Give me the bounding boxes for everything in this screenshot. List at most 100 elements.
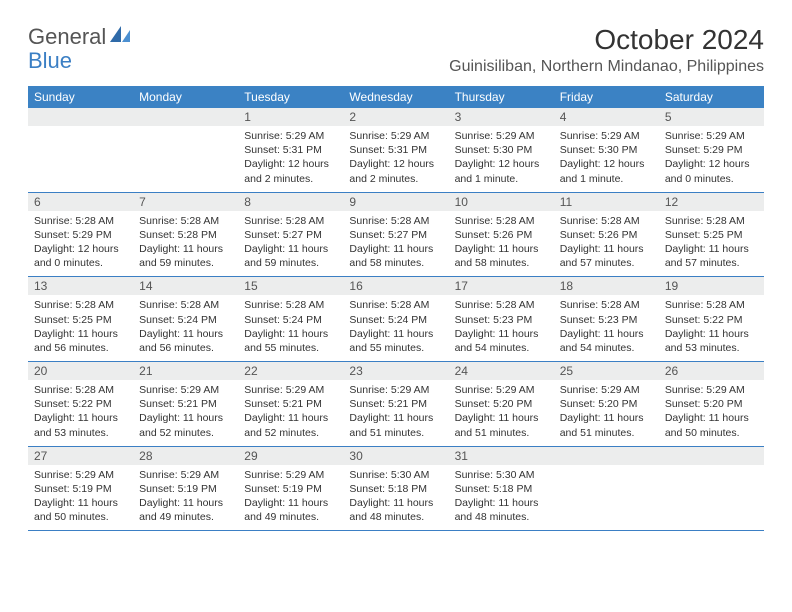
calendar-cell: 12Sunrise: 5:28 AMSunset: 5:25 PMDayligh… (659, 192, 764, 277)
sunset-text: Sunset: 5:30 PM (455, 143, 548, 157)
calendar-week: 20Sunrise: 5:28 AMSunset: 5:22 PMDayligh… (28, 362, 764, 447)
daylight-text: Daylight: 12 hours and 0 minutes. (34, 242, 127, 270)
daylight-text: Daylight: 11 hours and 51 minutes. (455, 411, 548, 439)
day-data: Sunrise: 5:29 AMSunset: 5:20 PMDaylight:… (554, 380, 659, 446)
day-number: 14 (133, 277, 238, 295)
daylight-text: Daylight: 12 hours and 2 minutes. (349, 157, 442, 185)
day-number (28, 108, 133, 126)
calendar-cell: 19Sunrise: 5:28 AMSunset: 5:22 PMDayligh… (659, 277, 764, 362)
day-data: Sunrise: 5:29 AMSunset: 5:31 PMDaylight:… (238, 126, 343, 192)
day-number: 8 (238, 193, 343, 211)
sunset-text: Sunset: 5:20 PM (560, 397, 653, 411)
day-data: Sunrise: 5:29 AMSunset: 5:19 PMDaylight:… (133, 465, 238, 531)
day-data: Sunrise: 5:29 AMSunset: 5:20 PMDaylight:… (449, 380, 554, 446)
day-number: 1 (238, 108, 343, 126)
calendar-cell: 29Sunrise: 5:29 AMSunset: 5:19 PMDayligh… (238, 446, 343, 531)
sunrise-text: Sunrise: 5:29 AM (349, 383, 442, 397)
calendar-cell: 17Sunrise: 5:28 AMSunset: 5:23 PMDayligh… (449, 277, 554, 362)
calendar-week: 6Sunrise: 5:28 AMSunset: 5:29 PMDaylight… (28, 192, 764, 277)
sunset-text: Sunset: 5:22 PM (665, 313, 758, 327)
sunrise-text: Sunrise: 5:29 AM (244, 468, 337, 482)
day-number (659, 447, 764, 465)
sunrise-text: Sunrise: 5:28 AM (34, 383, 127, 397)
calendar-body: 1Sunrise: 5:29 AMSunset: 5:31 PMDaylight… (28, 108, 764, 531)
sunset-text: Sunset: 5:25 PM (665, 228, 758, 242)
calendar-cell: 16Sunrise: 5:28 AMSunset: 5:24 PMDayligh… (343, 277, 448, 362)
day-number: 22 (238, 362, 343, 380)
daylight-text: Daylight: 11 hours and 57 minutes. (560, 242, 653, 270)
day-number: 13 (28, 277, 133, 295)
day-number: 15 (238, 277, 343, 295)
day-header-row: Sunday Monday Tuesday Wednesday Thursday… (28, 86, 764, 108)
day-data: Sunrise: 5:29 AMSunset: 5:21 PMDaylight:… (343, 380, 448, 446)
sunset-text: Sunset: 5:23 PM (455, 313, 548, 327)
day-data (659, 465, 764, 523)
calendar-cell: 13 Sunrise: 5:28 AMSunset: 5:25 PMDayligh… (28, 277, 133, 362)
day-header-tuesday: Tuesday (238, 86, 343, 108)
sunset-text: Sunset: 5:21 PM (244, 397, 337, 411)
daylight-text: Daylight: 11 hours and 59 minutes. (139, 242, 232, 270)
calendar-cell: 11Sunrise: 5:28 AMSunset: 5:26 PMDayligh… (554, 192, 659, 277)
calendar-week: 27Sunrise: 5:29 AMSunset: 5:19 PMDayligh… (28, 446, 764, 531)
calendar-cell: 25Sunrise: 5:29 AMSunset: 5:20 PMDayligh… (554, 362, 659, 447)
day-data: Sunrise: 5:29 AMSunset: 5:21 PMDaylight:… (238, 380, 343, 446)
sunset-text: Sunset: 5:25 PM (34, 313, 127, 327)
daylight-text: Daylight: 11 hours and 59 minutes. (244, 242, 337, 270)
day-data: Sunrise: 5:28 AMSunset: 5:27 PMDaylight:… (343, 211, 448, 277)
day-data: Sunrise: 5:29 AMSunset: 5:20 PMDaylight:… (659, 380, 764, 446)
day-data: Sunrise: 5:28 AMSunset: 5:26 PMDaylight:… (554, 211, 659, 277)
calendar-cell: 8Sunrise: 5:28 AMSunset: 5:27 PMDaylight… (238, 192, 343, 277)
calendar-cell: 15Sunrise: 5:28 AMSunset: 5:24 PMDayligh… (238, 277, 343, 362)
sunrise-text: Sunrise: 5:29 AM (139, 468, 232, 482)
day-number (133, 108, 238, 126)
daylight-text: Daylight: 12 hours and 0 minutes. (665, 157, 758, 185)
day-header-thursday: Thursday (449, 86, 554, 108)
day-data: Sunrise: 5:28 AMSunset: 5:23 PMDaylight:… (449, 295, 554, 361)
sunset-text: Sunset: 5:19 PM (34, 482, 127, 496)
day-number: 23 (343, 362, 448, 380)
daylight-text: Daylight: 11 hours and 55 minutes. (244, 327, 337, 355)
daylight-text: Daylight: 11 hours and 54 minutes. (560, 327, 653, 355)
day-number: 10 (449, 193, 554, 211)
sunrise-text: Sunrise: 5:28 AM (349, 214, 442, 228)
daylight-text: Daylight: 11 hours and 49 minutes. (244, 496, 337, 524)
sunset-text: Sunset: 5:29 PM (665, 143, 758, 157)
sunrise-text: Sunrise: 5:29 AM (665, 383, 758, 397)
day-number (554, 447, 659, 465)
calendar-cell: 1Sunrise: 5:29 AMSunset: 5:31 PMDaylight… (238, 108, 343, 192)
calendar-week: 1Sunrise: 5:29 AMSunset: 5:31 PMDaylight… (28, 108, 764, 192)
day-number: 21 (133, 362, 238, 380)
calendar-cell: 9Sunrise: 5:28 AMSunset: 5:27 PMDaylight… (343, 192, 448, 277)
calendar-cell: 28Sunrise: 5:29 AMSunset: 5:19 PMDayligh… (133, 446, 238, 531)
sunrise-text: Sunrise: 5:29 AM (560, 129, 653, 143)
sunrise-text: Sunrise: 5:29 AM (455, 129, 548, 143)
calendar-cell: 20Sunrise: 5:28 AMSunset: 5:22 PMDayligh… (28, 362, 133, 447)
day-data (554, 465, 659, 523)
daylight-text: Daylight: 11 hours and 51 minutes. (560, 411, 653, 439)
sunset-text: Sunset: 5:18 PM (455, 482, 548, 496)
day-data (28, 126, 133, 184)
sunrise-text: Sunrise: 5:28 AM (34, 298, 127, 312)
day-number: 30 (343, 447, 448, 465)
sunrise-text: Sunrise: 5:28 AM (455, 214, 548, 228)
daylight-text: Daylight: 11 hours and 53 minutes. (665, 327, 758, 355)
day-data: Sunrise: 5:30 AMSunset: 5:18 PMDaylight:… (449, 465, 554, 531)
sunset-text: Sunset: 5:24 PM (244, 313, 337, 327)
sunrise-text: Sunrise: 5:28 AM (139, 298, 232, 312)
daylight-text: Daylight: 11 hours and 53 minutes. (34, 411, 127, 439)
daylight-text: Daylight: 11 hours and 56 minutes. (34, 327, 127, 355)
daylight-text: Daylight: 11 hours and 57 minutes. (665, 242, 758, 270)
day-data: Sunrise: 5:28 AMSunset: 5:29 PMDaylight:… (28, 211, 133, 277)
day-header-wednesday: Wednesday (343, 86, 448, 108)
sunset-text: Sunset: 5:26 PM (455, 228, 548, 242)
day-number: 26 (659, 362, 764, 380)
day-data: Sunrise: 5:28 AMSunset: 5:24 PMDaylight:… (238, 295, 343, 361)
calendar-cell: 22Sunrise: 5:29 AMSunset: 5:21 PMDayligh… (238, 362, 343, 447)
sunrise-text: Sunrise: 5:29 AM (244, 129, 337, 143)
daylight-text: Daylight: 11 hours and 56 minutes. (139, 327, 232, 355)
logo-word2: Blue (28, 48, 72, 74)
day-data (133, 126, 238, 184)
daylight-text: Daylight: 12 hours and 2 minutes. (244, 157, 337, 185)
day-data: Sunrise: 5:28 AMSunset: 5:26 PMDaylight:… (449, 211, 554, 277)
calendar-cell: 26Sunrise: 5:29 AMSunset: 5:20 PMDayligh… (659, 362, 764, 447)
